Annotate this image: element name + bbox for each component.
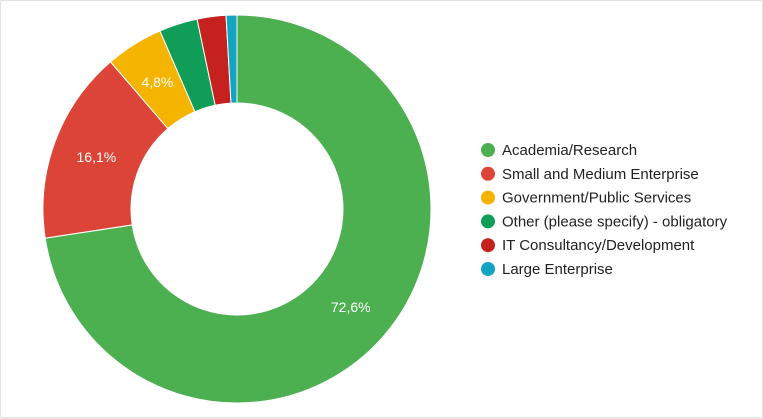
slice-label-small-and-medium-enterprise: 16,1% [77, 149, 117, 165]
legend-item-small-and-medium-enterprise[interactable]: Small and Medium Enterprise [481, 166, 699, 183]
legend-swatch [481, 214, 495, 229]
legend-item-other-please-specify-obligatory[interactable]: Other (please specify) - obligatory [481, 213, 728, 230]
slice-labels-group: 72,6% 16,1% 4,8% [77, 74, 371, 315]
legend-item-it-consultancy-development[interactable]: IT Consultancy/Development [481, 237, 695, 254]
legend-item-large-enterprise[interactable]: Large Enterprise [481, 261, 613, 278]
legend-swatch [481, 143, 495, 157]
legend-label: Academia/Research [502, 142, 637, 159]
slice-label-government-public-services: 4,8% [141, 74, 173, 90]
legend-label: Large Enterprise [502, 261, 613, 278]
legend-swatch [481, 262, 495, 276]
legend-label: Small and Medium Enterprise [502, 166, 699, 183]
slice-label-academia-research: 72,6% [331, 299, 371, 315]
legend-swatch [481, 238, 495, 253]
slice-large-enterprise[interactable] [225, 14, 238, 104]
legend-label: Other (please specify) - obligatory [502, 213, 728, 230]
legend: Academia/Research Small and Medium Enterp… [481, 142, 728, 278]
legend-item-government-public-services[interactable]: Government/Public Services [481, 190, 691, 207]
legend-swatch [481, 166, 495, 181]
slices-group [42, 14, 432, 404]
legend-swatch [481, 190, 495, 205]
legend-label: IT Consultancy/Development [502, 237, 695, 254]
slice-academia-research[interactable] [44, 14, 432, 404]
legend-item-academia-research[interactable]: Academia/Research [481, 142, 637, 159]
legend-label: Government/Public Services [502, 190, 691, 207]
